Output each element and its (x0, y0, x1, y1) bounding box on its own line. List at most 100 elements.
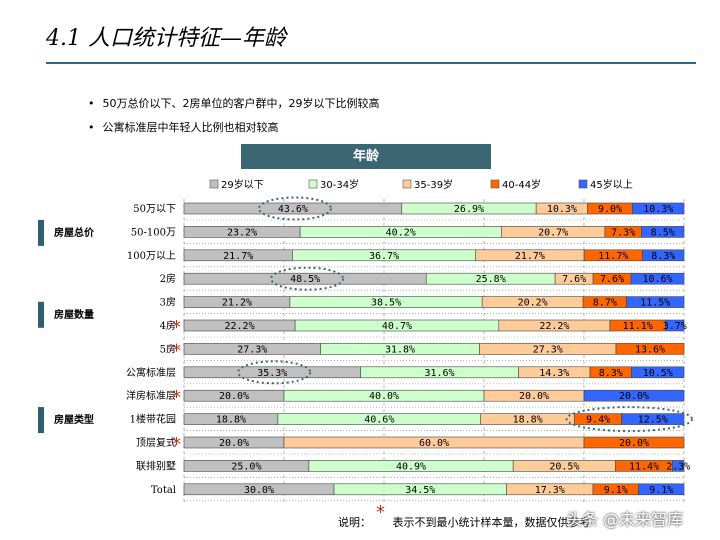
group-label: 房屋总价 (54, 226, 95, 239)
data-label: 11.7% (598, 251, 628, 262)
data-label: 8.7% (593, 298, 617, 309)
data-label: 43.6% (278, 204, 308, 215)
data-label: 9.1% (649, 485, 673, 496)
bar-segment (583, 389, 685, 402)
bar-segment (621, 413, 685, 425)
data-label: 18.8% (513, 415, 543, 426)
data-label: 36.7% (369, 251, 399, 262)
data-label: 40.0% (369, 391, 399, 402)
legend-label: 30-34岁 (320, 178, 359, 191)
small-sample-star: * (172, 317, 181, 338)
row-label: 洋房标准层 (126, 389, 176, 402)
data-label: 38.5% (371, 298, 401, 309)
data-label: 40.2% (386, 227, 416, 238)
data-label: 27.3% (237, 344, 267, 355)
footnote: 说明： * 表示不到最小统计样本量，数据仅供参考 (338, 502, 591, 530)
legend-swatch (490, 179, 500, 189)
data-label: 60.0% (419, 438, 449, 449)
data-label: 9.0% (598, 204, 622, 215)
data-label: 9.4% (586, 415, 610, 426)
data-label: 31.6% (424, 368, 454, 379)
watermark: 头条 @未来智库 (566, 510, 684, 529)
legend-swatch (209, 179, 219, 189)
data-label: 11.4% (629, 461, 659, 472)
data-label: 30.0% (244, 485, 274, 496)
legend-swatch (308, 179, 318, 189)
group-marker (38, 301, 44, 328)
legend-label: 45岁以上 (590, 178, 633, 191)
data-label: 20.2% (518, 298, 548, 309)
data-label: 12.5% (638, 415, 668, 426)
legend-label: 40-44岁 (502, 178, 541, 191)
data-label: 40.6% (364, 415, 394, 426)
data-label: 21.7% (515, 251, 545, 262)
group-label: 房屋数量 (54, 308, 94, 321)
data-label: 7.6% (562, 274, 586, 285)
data-label: 34.5% (405, 485, 435, 496)
data-label: 27.3% (533, 344, 563, 355)
footnote-label: 说明： (338, 516, 371, 529)
highlight-circle (565, 406, 693, 433)
data-label: 20.0% (219, 391, 249, 402)
data-label: 25.8% (476, 274, 506, 285)
data-label: 35.3% (257, 368, 287, 379)
page-title: 4.1 人口统计特征—年龄 (46, 26, 286, 51)
row-label: 1楼带花园 (130, 413, 176, 426)
data-label: 31.8% (385, 344, 415, 355)
legend-swatch (578, 179, 588, 189)
row-label: 公寓标准层 (126, 366, 176, 379)
data-label: 8.3% (599, 368, 623, 379)
data-label: 7.3% (611, 227, 635, 238)
row-label: 2房 (160, 272, 176, 285)
bar-segment (672, 460, 685, 472)
data-label: 11.1% (623, 321, 653, 332)
data-label: 40.7% (382, 321, 412, 332)
highlight-circle (257, 196, 332, 221)
bar-segment (642, 249, 685, 262)
row-label: 顶层复式 (136, 436, 176, 449)
bar-segment (632, 202, 685, 215)
footnote-text: 表示不到最小统计样本量，数据仅供参考 (392, 516, 591, 529)
group-marker (38, 407, 44, 434)
row-label: 100万以上 (127, 250, 176, 262)
data-label: 20.0% (619, 438, 649, 449)
group-marker (38, 219, 44, 246)
bar-segment (583, 436, 685, 449)
data-label: 25.0% (231, 461, 261, 472)
data-label: 14.3% (539, 368, 569, 379)
data-label: 10.3% (547, 204, 577, 215)
data-label: 20.5% (549, 461, 579, 472)
data-label: 22.2% (539, 321, 569, 332)
data-label: 40.9% (396, 461, 426, 472)
data-label: 11.5% (640, 298, 670, 309)
chart-title: 年龄 (241, 144, 491, 169)
data-label: 9.1% (604, 485, 628, 496)
title-divider (46, 62, 696, 64)
data-label: 20.0% (219, 438, 249, 449)
row-label: 50-100万 (131, 227, 176, 238)
data-label: 48.5% (290, 274, 320, 285)
row-label: 3房 (160, 296, 176, 309)
legend-label: 35-39岁 (414, 178, 453, 191)
bar-segment (630, 272, 685, 285)
data-label: 20.7% (538, 227, 568, 238)
data-label: 8.3% (651, 251, 675, 262)
legend-label: 29岁以下 (221, 178, 264, 191)
data-label: 20.0% (519, 391, 549, 402)
bullet-item: 50万总价以下、2房单位的客户群中，29岁以下比例较高 (88, 95, 380, 111)
data-label: 10.3% (643, 204, 673, 215)
row-label: Total (151, 485, 176, 496)
data-label: 2.3% (666, 461, 690, 472)
bar-segment (626, 296, 685, 308)
bar-segment (641, 226, 685, 238)
data-label: 17.3% (535, 485, 565, 496)
highlight-circle (270, 266, 345, 291)
data-label: 20.0% (619, 391, 649, 402)
data-label: 21.7% (223, 251, 253, 262)
bullet-list: 50万总价以下、2房单位的客户群中，29岁以下比例较高 公寓标准层中年轻人比例也… (48, 95, 380, 143)
bullet-item: 公寓标准层中年轻人比例也相对较高 (88, 119, 380, 135)
data-label: 8.5% (651, 227, 675, 238)
footnote-star: * (376, 502, 385, 523)
row-label: 4房 (160, 319, 176, 332)
